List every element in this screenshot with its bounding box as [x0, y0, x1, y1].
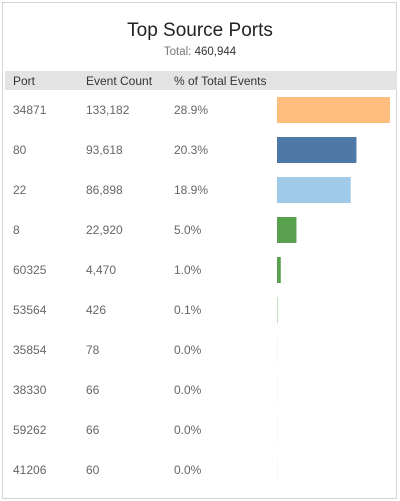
cell-port: 22	[13, 183, 27, 197]
cell-percent: 5.0%	[174, 223, 202, 237]
column-header-percent[interactable]: % of Total Events	[174, 74, 267, 88]
cell-port: 34871	[13, 103, 47, 117]
cell-port: 60325	[13, 263, 47, 277]
cell-port: 38330	[13, 383, 47, 397]
bar-port-8[interactable]	[277, 217, 297, 243]
bar-port-34871[interactable]	[277, 97, 390, 123]
cell-port: 80	[13, 143, 27, 157]
cell-event-count: 66	[86, 423, 100, 437]
column-header-event-count[interactable]: Event Count	[86, 74, 153, 88]
cell-percent: 0.0%	[174, 343, 202, 357]
cell-percent: 0.0%	[174, 423, 202, 437]
chart-title: Top Source Ports	[127, 20, 273, 41]
total-value: 460,944	[194, 46, 237, 58]
cell-percent: 0.1%	[174, 303, 202, 317]
cell-percent: 1.0%	[174, 263, 202, 277]
cell-port: 59262	[13, 423, 47, 437]
cell-percent: 20.3%	[174, 143, 209, 157]
cell-percent: 18.9%	[174, 183, 209, 197]
cell-event-count: 78	[86, 343, 100, 357]
cell-event-count: 22,920	[86, 223, 123, 237]
cell-port: 41206	[13, 463, 47, 477]
cell-event-count: 4,470	[86, 263, 117, 277]
cell-percent: 0.0%	[174, 463, 202, 477]
cell-port: 8	[13, 223, 20, 237]
column-header-port[interactable]: Port	[13, 74, 36, 88]
cell-event-count: 86,898	[86, 183, 123, 197]
cell-event-count: 426	[86, 303, 107, 317]
cell-percent: 0.0%	[174, 383, 202, 397]
cell-event-count: 60	[86, 463, 100, 477]
total-label: Total:	[163, 46, 192, 58]
table-header: Port Event Count % of Total Events	[5, 71, 397, 90]
chart-subtitle: Total: 460,944	[0, 46, 400, 58]
bar-port-80[interactable]	[277, 137, 357, 163]
cell-event-count: 93,618	[86, 143, 123, 157]
cell-event-count: 133,182	[86, 103, 130, 117]
cell-port: 35854	[13, 343, 47, 357]
bar-port-22[interactable]	[277, 177, 351, 203]
cell-percent: 28.9%	[174, 103, 209, 117]
cell-port: 53564	[13, 303, 47, 317]
cell-event-count: 66	[86, 383, 100, 397]
bar-port-60325[interactable]	[277, 257, 281, 283]
